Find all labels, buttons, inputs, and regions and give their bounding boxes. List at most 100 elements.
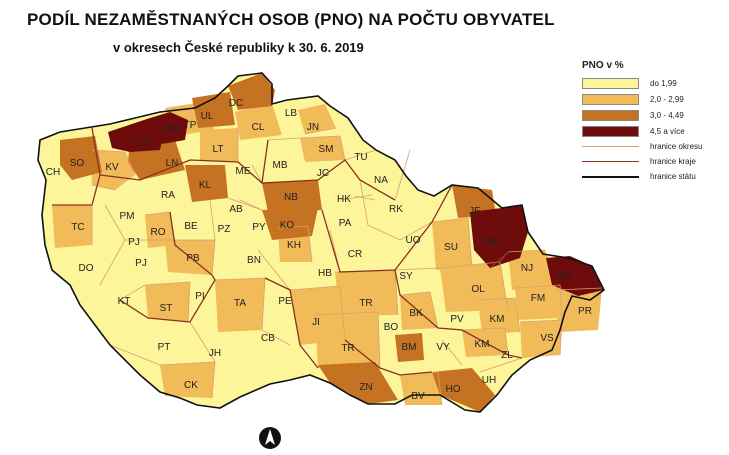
- district-label-SM: SM: [319, 144, 334, 155]
- district-label-KM: KM: [475, 339, 490, 350]
- district-label-KV: KV: [105, 162, 119, 173]
- district-area-ST: [145, 282, 190, 322]
- district-label-SO: SO: [70, 158, 85, 169]
- legend-title: PNO v %: [582, 60, 624, 71]
- district-label-LB: LB: [285, 108, 298, 119]
- legend-item: hranice okresu: [582, 139, 722, 154]
- district-label-OL: OL: [471, 284, 485, 295]
- district-label-ST: ST: [160, 303, 173, 314]
- district-label-KL: KL: [199, 180, 212, 191]
- legend-item: do 1,99: [582, 75, 722, 91]
- district-label-PE: PE: [278, 296, 292, 307]
- district-label-BK: BK: [409, 308, 423, 319]
- district-label-PZ: PZ: [218, 224, 231, 235]
- district-label-PT: PT: [158, 342, 171, 353]
- legend-item: 2,0 - 2,99: [582, 91, 722, 107]
- district-label-BE: BE: [184, 221, 198, 232]
- district-label-LN: LN: [166, 158, 179, 169]
- district-boundaries: [52, 127, 603, 406]
- legend-label: do 1,99: [650, 78, 677, 88]
- district-label-MO: MO: [164, 124, 180, 135]
- district-label-PR: KM: [490, 314, 505, 325]
- district-area-TR: [315, 312, 380, 368]
- state-border: [37, 72, 606, 413]
- district-label-AB: AB: [229, 204, 243, 215]
- district-label-BO: BO: [384, 322, 399, 333]
- legend-item: 3,0 - 4,49: [582, 107, 722, 123]
- district-label-CV: CV: [136, 138, 150, 149]
- district-label-CL: CL: [252, 122, 265, 133]
- district-area-LT: [200, 128, 238, 162]
- district-label-TU: TU: [354, 152, 367, 163]
- district-area-ZN: [318, 362, 398, 404]
- district-label-BN: BN: [247, 255, 261, 266]
- district-area-DC: [228, 73, 275, 110]
- legend-line-state: [582, 175, 639, 178]
- district-label-PI: PI: [195, 291, 204, 302]
- district-area-TA: [215, 278, 265, 332]
- district-label-ZR: TR: [359, 298, 372, 309]
- district-label-PB: PB: [186, 253, 200, 264]
- district-label-HO: HO: [446, 384, 461, 395]
- district-label-PJ: PJ: [135, 258, 147, 269]
- district-label-DO: DO: [79, 263, 94, 274]
- district-label-RK: RK: [389, 204, 403, 215]
- district-label-SU: SU: [444, 242, 458, 253]
- district-area-UL: [192, 92, 235, 128]
- district-label-RA: RA: [161, 190, 175, 201]
- district-label-CH: CH: [46, 167, 60, 178]
- district-area-CV: [108, 118, 165, 152]
- district-area-TC: [52, 205, 92, 248]
- district-label-TR: TR: [341, 343, 354, 354]
- legend-label: 3,0 - 4,49: [650, 110, 684, 120]
- district-area-KV: [90, 150, 135, 190]
- district-label-PS: PM: [120, 211, 135, 222]
- district-label-JC: JC: [317, 168, 329, 179]
- district-area-BM: [395, 333, 424, 362]
- legend-label: 4,5 a více: [650, 126, 685, 136]
- legend-swatch: [582, 125, 639, 137]
- district-label-CR: CR: [348, 249, 362, 260]
- district-label-KT: KT: [118, 296, 131, 307]
- district-label-CB: JH: [209, 348, 221, 359]
- district-area-KO: [262, 208, 318, 240]
- district-area-CK: [160, 362, 215, 398]
- legend-item: hranice kraje: [582, 154, 722, 169]
- map-legend: PNO v % do 1,99 2,0 - 2,99 3,0 - 4,49 4,…: [582, 60, 722, 184]
- map-title: PODÍL NEZAMĚSTNANÝCH OSOB (PNO) NA POČTU…: [27, 10, 555, 29]
- district-area-SM: [300, 136, 345, 162]
- district-label-PA: PA: [339, 218, 352, 229]
- district-label-LT: LT: [213, 144, 224, 155]
- district-area-SU: [432, 218, 472, 270]
- district-label-KO: KO: [280, 220, 295, 231]
- legend-item: hranice státu: [582, 169, 722, 184]
- legend-swatch: [582, 93, 639, 105]
- district-label-TC: TC: [71, 222, 84, 233]
- district-label-PV: PV: [450, 314, 464, 325]
- district-area-ZR: [335, 270, 398, 316]
- district-label-RO: RO: [151, 227, 166, 238]
- district-area-MO: [150, 112, 188, 144]
- district-label-PM: PJ: [128, 237, 140, 248]
- district-label-HB: HB: [318, 268, 332, 279]
- north-arrow-icon: [259, 427, 281, 449]
- district-label-FM: PR: [578, 306, 592, 317]
- district-area-RO: [145, 212, 175, 248]
- district-label-HK: HK: [337, 194, 351, 205]
- legend-swatch: [582, 77, 639, 89]
- district-area-SO: [60, 136, 102, 180]
- district-label-BR: BR: [486, 237, 500, 248]
- district-label-JH: CB: [261, 333, 275, 344]
- district-label-NA: NA: [374, 175, 388, 186]
- district-label-PY: PY: [252, 222, 266, 233]
- district-area-VS: [520, 320, 562, 358]
- district-area-NJ: [515, 285, 562, 320]
- map-subtitle: v okresech České republiky k 30. 6. 2019: [113, 40, 364, 55]
- district-label-TA: TA: [234, 298, 246, 309]
- legend-line-region: [582, 161, 639, 162]
- district-labels: TP UL DC LB JN CL CV MO SO CH KV LN LT M…: [46, 98, 592, 402]
- legend-line-district: [582, 146, 639, 147]
- district-label-JI: JI: [312, 317, 320, 328]
- district-label-DC: DC: [229, 98, 243, 109]
- district-label-MB: MB: [273, 160, 288, 171]
